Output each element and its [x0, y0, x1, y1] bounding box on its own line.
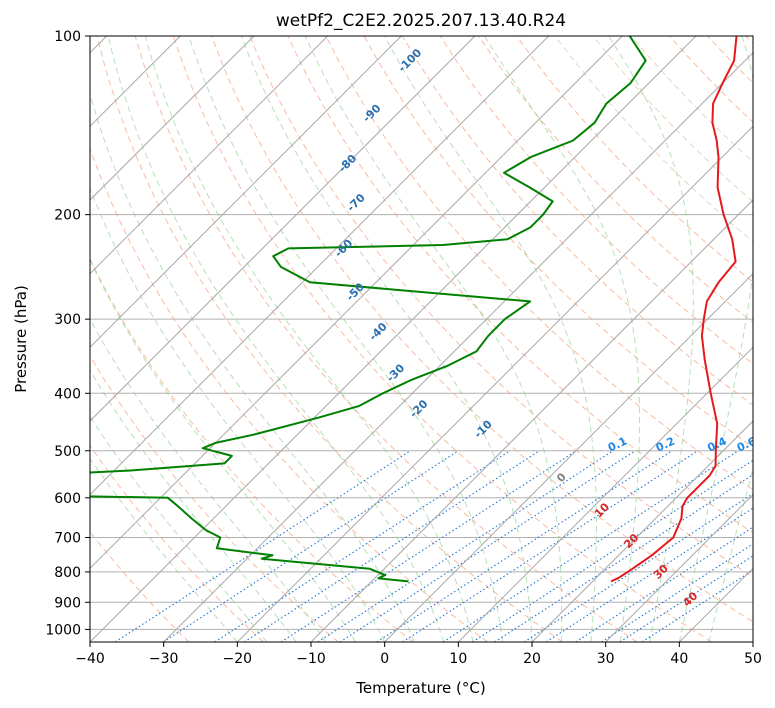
y-axis-ticks: 100 200 300 400 500 600 700 800 900 1000: [45, 29, 90, 638]
y-tick-label: 600: [54, 491, 81, 507]
dry-adiabat-line: [96, 36, 563, 642]
isotherm-line: [90, 36, 697, 642]
y-axis-title: Pressure (hPa): [12, 285, 30, 393]
plot-area: -100-90-80-70-60-50-40-30-20-100.1 0.2 0.4…: [90, 36, 753, 642]
moist-adiabat-line: [90, 457, 238, 642]
moist-adiabat-line: [678, 36, 753, 642]
x-tick-label: 50: [744, 651, 762, 667]
skewed-isotherms: [90, 36, 753, 642]
x-axis-ticks: −40 −30 −20 −10 0 10 20 30 40 50: [75, 642, 762, 667]
dry-adiabat-line: [134, 36, 638, 642]
moist-adiabat-line: [90, 318, 327, 642]
dry-adiabat-line: [516, 36, 753, 283]
y-tick-label: 900: [54, 595, 81, 611]
isotherm-line: [531, 420, 753, 642]
pressure-gridlines: [90, 36, 753, 630]
x-tick-label: −10: [296, 651, 326, 667]
isotherm-line: [90, 36, 550, 496]
moist-adiabat-line: [107, 36, 445, 642]
moist-adiabat-line: [240, 36, 533, 642]
moist-adiabat-line: [608, 36, 694, 642]
moist-adiabat-line: [304, 36, 563, 642]
moist-adiabat-line: [90, 369, 297, 642]
y-tick-label: 300: [54, 312, 81, 328]
dry-adiabat-line: [287, 36, 753, 534]
dry-adiabat-line: [90, 444, 264, 642]
y-tick-label: 100: [54, 29, 81, 45]
moist-adiabat-line: [188, 36, 503, 642]
isotherm-line: [236, 125, 753, 642]
dewpoint-profile-line: [90, 36, 647, 583]
chart-title: wetPf2_C2E2.2025.207.13.40.R24: [276, 11, 566, 31]
moist-adiabat-line: [708, 466, 753, 642]
dry-adiabat-line: [211, 36, 753, 623]
y-tick-label: 700: [54, 531, 81, 547]
moist-adiabat-line: [483, 36, 640, 642]
x-tick-label: −20: [223, 651, 253, 667]
x-tick-label: 20: [523, 651, 541, 667]
moist-adiabat-line: [90, 258, 356, 642]
isotherm-line: [457, 346, 753, 642]
dry-adiabat-line: [90, 257, 414, 642]
isotherm-line: [605, 493, 753, 642]
isotherm-line: [163, 51, 753, 642]
dry-adiabat-line: [325, 36, 753, 491]
dry-adiabat-line: [172, 36, 712, 642]
temperature-profile-line: [610, 36, 738, 583]
dry-adiabat-line: [249, 36, 753, 578]
x-axis-title: Temperature (°C): [355, 679, 485, 697]
isotherm-line: [310, 199, 753, 642]
moist-adiabat-line: [90, 187, 386, 642]
moist-adiabats: [90, 36, 753, 642]
x-tick-label: 10: [449, 651, 467, 667]
y-tick-label: 500: [54, 444, 81, 460]
moist-adiabat-line: [90, 415, 268, 642]
plot-frame: [89, 35, 754, 643]
isotherm-line: [90, 36, 329, 275]
isotherm-line: [90, 36, 255, 201]
isotherm-line: [90, 36, 476, 422]
x-tick-label: −40: [75, 651, 105, 667]
y-tick-label: 800: [54, 565, 81, 581]
profile-series: [90, 36, 738, 583]
moist-adiabat-line: [384, 36, 597, 642]
x-tick-label: 40: [670, 651, 688, 667]
y-tick-label: 200: [54, 208, 81, 224]
y-tick-label: 400: [54, 386, 81, 402]
x-tick-label: 0: [380, 651, 389, 667]
isotherm-line: [384, 272, 753, 642]
isotherm-line: [90, 36, 402, 349]
dry-adiabat-line: [90, 354, 339, 642]
y-tick-label: 1000: [45, 622, 81, 638]
moist-adiabat-line: [144, 36, 474, 642]
x-tick-label: −30: [149, 651, 179, 667]
x-tick-label: 30: [597, 651, 615, 667]
isotherm-line: [90, 36, 623, 570]
dry-adiabats: [90, 36, 753, 642]
